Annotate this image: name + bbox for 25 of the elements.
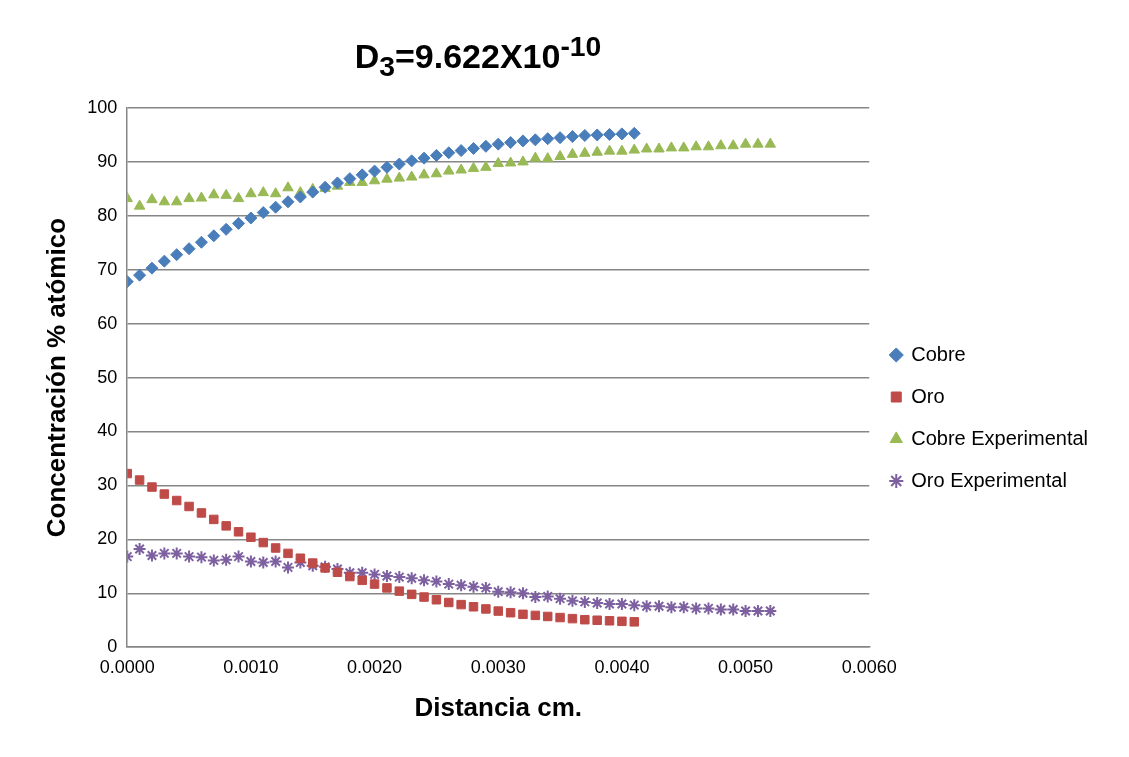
y-tick-label: 40 xyxy=(97,420,118,441)
x-tick-label: 0.0000 xyxy=(99,656,155,677)
y-tick-label: 70 xyxy=(97,258,118,279)
y-axis-title: Concentración % atómico xyxy=(40,217,71,538)
y-tick-label: 100 xyxy=(87,96,118,117)
y-tick-label: 90 xyxy=(97,150,118,171)
y-tick-label: 50 xyxy=(97,366,118,387)
x-tick-label: 0.0040 xyxy=(594,656,650,677)
legend-label: Cobre Experimental xyxy=(911,426,1088,449)
y-tick-label: 60 xyxy=(97,312,118,333)
legend-label: Oro Experimental xyxy=(911,468,1067,491)
legend-label: Cobre xyxy=(911,342,966,365)
x-tick-label: 0.0030 xyxy=(470,656,526,677)
x-axis-title: Distancia cm. xyxy=(414,691,583,722)
x-tick-label: 0.0020 xyxy=(347,656,403,677)
legend-label: Oro xyxy=(911,384,945,407)
chart-title: D$_{3}$=9.622X10$^{-10}$ xyxy=(353,30,603,84)
y-tick-label: 20 xyxy=(97,528,118,549)
y-tick-label: 30 xyxy=(97,474,118,495)
y-tick-label: 0 xyxy=(107,636,118,657)
x-tick-label: 0.0010 xyxy=(223,656,279,677)
y-tick-label: 80 xyxy=(97,204,118,225)
y-tick-label: 10 xyxy=(97,582,118,603)
x-tick-label: 0.0060 xyxy=(841,656,897,677)
x-tick-label: 0.0050 xyxy=(718,656,774,677)
